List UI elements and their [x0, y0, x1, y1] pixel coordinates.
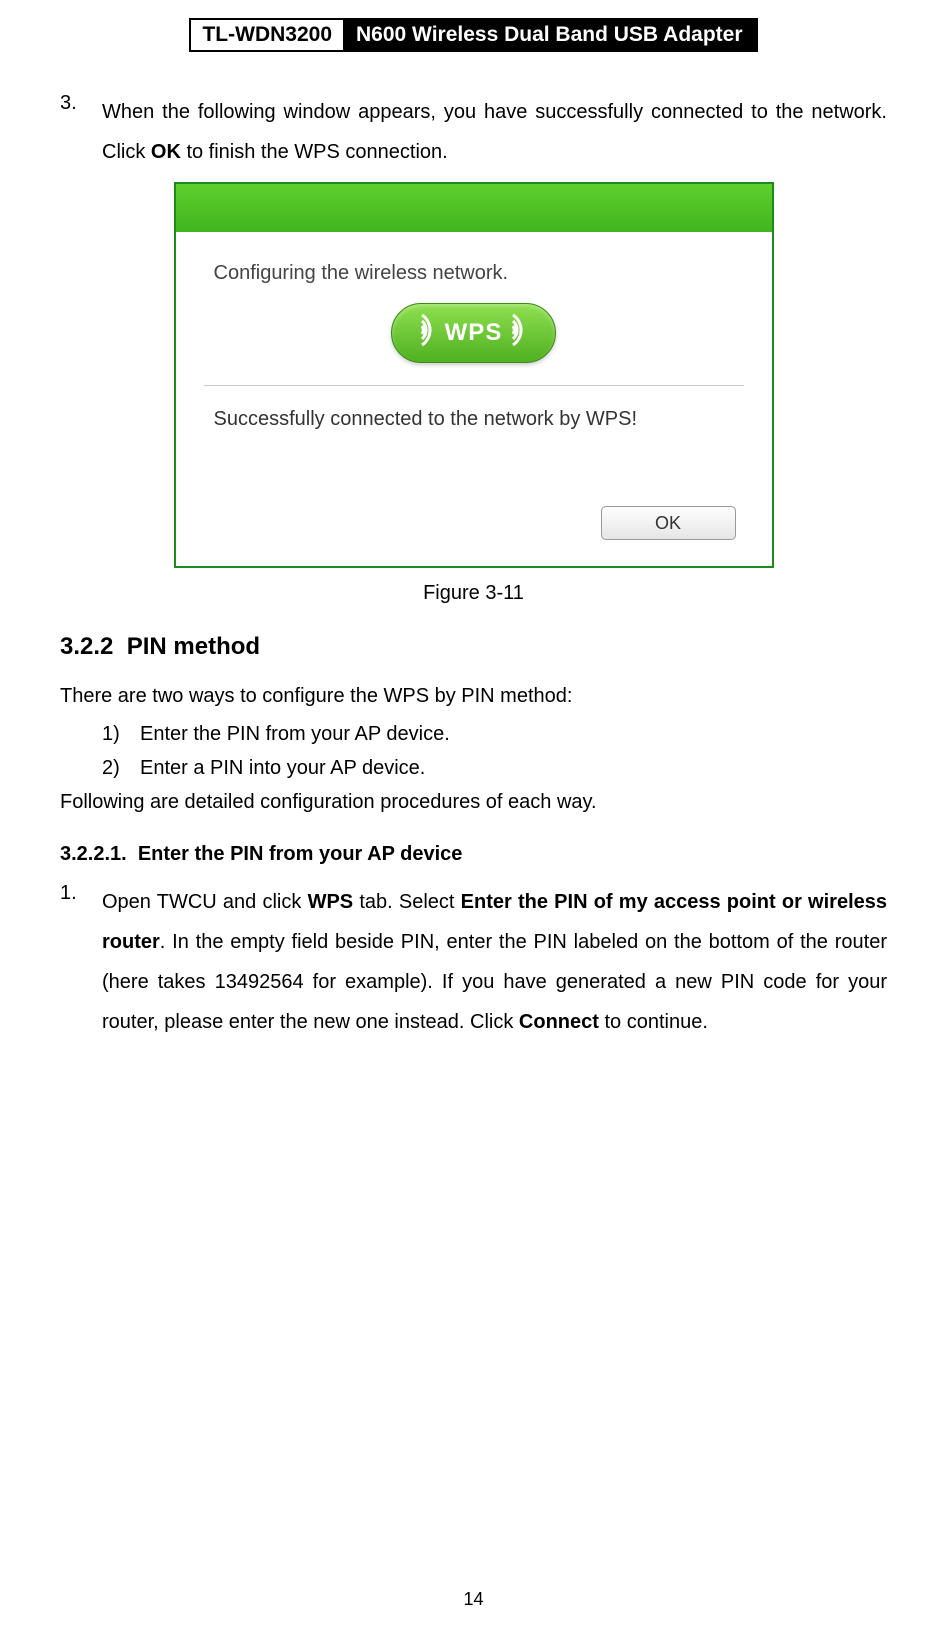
- pin-method-1-text: Enter the PIN from your AP device.: [140, 717, 450, 751]
- header-model: TL-WDN3200: [191, 20, 343, 50]
- section-3221-num: 3.2.2.1.: [60, 843, 127, 865]
- dialog-success-text: Successfully connected to the network by…: [214, 408, 742, 431]
- step-1-marker: 1.: [60, 882, 102, 1042]
- header-box: TL-WDN3200 N600 Wireless Dual Band USB A…: [189, 18, 757, 52]
- wps-text: WPS: [445, 319, 503, 347]
- pin-method-2: 2) Enter a PIN into your AP device.: [102, 751, 887, 785]
- step-3-text-b: to finish the WPS connection.: [181, 141, 448, 163]
- figure-3-11: Configuring the wireless network. WPS Su…: [60, 182, 887, 605]
- step-1-g: to continue.: [599, 1011, 708, 1033]
- step-3-marker: 3.: [60, 92, 102, 172]
- section-3221-title: Enter the PIN from your AP device: [138, 843, 463, 865]
- document-header: TL-WDN3200 N600 Wireless Dual Band USB A…: [60, 0, 887, 64]
- step-1: 1. Open TWCU and click WPS tab. Select E…: [60, 882, 887, 1042]
- figure-caption: Figure 3-11: [423, 582, 524, 605]
- dialog-titlebar: [176, 184, 772, 232]
- pin-method-1: 1) Enter the PIN from your AP device.: [102, 717, 887, 751]
- header-product: N600 Wireless Dual Band USB Adapter: [343, 20, 755, 50]
- step-1-e: . In the empty field beside PIN, enter t…: [102, 931, 887, 1033]
- step-3-bold-ok: OK: [151, 141, 181, 163]
- section-title: PIN method: [127, 633, 260, 660]
- step-1-wps: WPS: [308, 891, 354, 913]
- signal-arc-left-icon: [414, 313, 442, 354]
- section-num: 3.2.2: [60, 633, 113, 660]
- dialog-footer: OK: [206, 506, 742, 546]
- step-1-c: tab. Select: [353, 891, 461, 913]
- pin-method-2-text: Enter a PIN into your AP device.: [140, 751, 425, 785]
- step-1-connect: Connect: [519, 1011, 599, 1033]
- pin-methods-list: 1) Enter the PIN from your AP device. 2)…: [102, 717, 887, 785]
- following-text: Following are detailed configuration pro…: [60, 785, 887, 819]
- pin-method-2-marker: 2): [102, 751, 140, 785]
- pin-intro-text: There are two ways to configure the WPS …: [60, 679, 887, 713]
- signal-arc-right-icon: [505, 313, 533, 354]
- wps-badge: WPS: [391, 303, 556, 363]
- dialog-body: Configuring the wireless network. WPS Su…: [176, 232, 772, 566]
- step-3: 3. When the following window appears, yo…: [60, 92, 887, 172]
- dialog-divider: [204, 385, 744, 386]
- wps-logo: WPS: [206, 303, 742, 363]
- section-3-2-2-heading: 3.2.2 PIN method: [60, 633, 887, 661]
- page-number: 14: [0, 1589, 947, 1610]
- pin-method-1-marker: 1): [102, 717, 140, 751]
- wps-dialog: Configuring the wireless network. WPS Su…: [174, 182, 774, 568]
- step-1-a: Open TWCU and click: [102, 891, 308, 913]
- dialog-config-text: Configuring the wireless network.: [214, 262, 742, 285]
- ok-button[interactable]: OK: [601, 506, 736, 540]
- step-3-body: When the following window appears, you h…: [102, 92, 887, 172]
- section-3-2-2-1-heading: 3.2.2.1. Enter the PIN from your AP devi…: [60, 843, 887, 866]
- step-1-body: Open TWCU and click WPS tab. Select Ente…: [102, 882, 887, 1042]
